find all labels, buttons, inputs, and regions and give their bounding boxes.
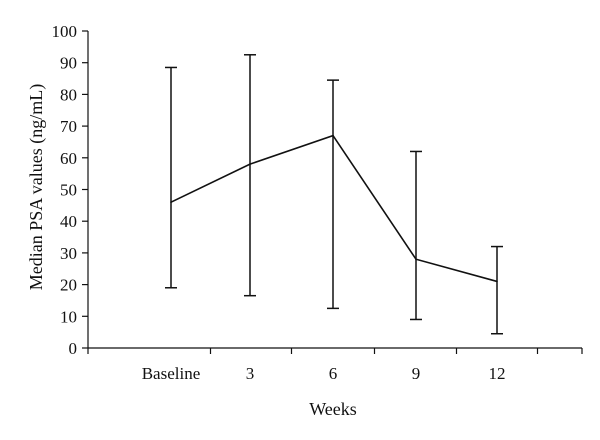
x-tick-label: 3 [246, 364, 255, 383]
data-point [249, 163, 251, 165]
data-point [496, 280, 498, 283]
median-psa-line [170, 134, 498, 283]
error-bars [165, 54, 503, 335]
data-point [415, 258, 417, 261]
y-tick-label: 30 [60, 244, 77, 263]
y-axis: 0 10 20 30 40 50 60 70 80 90 100 [52, 22, 89, 358]
series-median-psa [170, 134, 498, 283]
y-tick-label: 90 [60, 54, 77, 73]
y-tick-label: 20 [60, 276, 77, 295]
y-tick-label: 100 [52, 22, 78, 41]
x-tick-label: Baseline [142, 364, 201, 383]
y-tick-label: 60 [60, 149, 77, 168]
x-tick-label: 6 [329, 364, 338, 383]
data-point [170, 201, 172, 203]
y-tick-label: 0 [69, 339, 78, 358]
y-tick-label: 80 [60, 85, 77, 104]
x-tick-label: 12 [489, 364, 506, 383]
y-tick-label: 10 [60, 307, 77, 326]
x-axis: Baseline 3 6 9 12 [87, 347, 583, 383]
x-axis-title: Weeks [309, 399, 357, 419]
y-tick-label: 50 [60, 181, 77, 200]
y-axis-title: Median PSA values (ng/mL) [26, 84, 47, 290]
y-tick-label: 40 [60, 212, 77, 231]
y-tick-label: 70 [60, 117, 77, 136]
data-point [332, 134, 334, 137]
x-tick-label: 9 [412, 364, 421, 383]
